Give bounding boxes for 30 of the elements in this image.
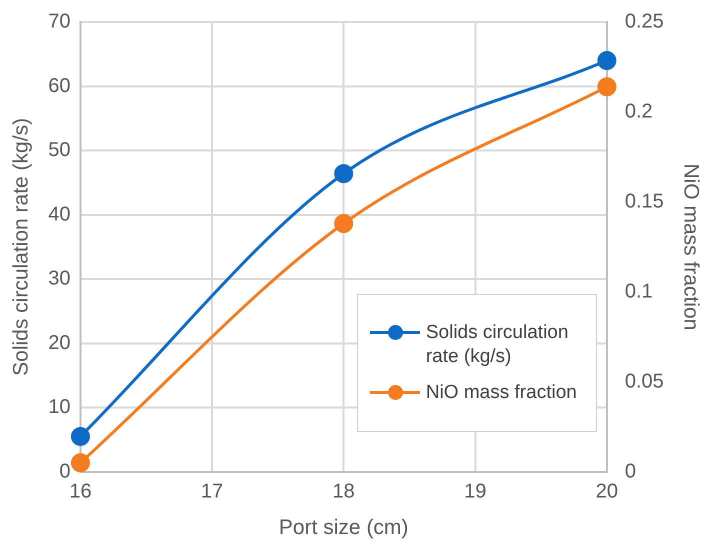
x-axis-title: Port size (cm) (278, 516, 408, 540)
point (70, 426, 90, 446)
y2-tick-label: 0.05 (624, 370, 664, 392)
point (70, 453, 90, 472)
point (597, 77, 616, 96)
x-tick-label: 16 (69, 480, 92, 502)
y2-tick-label: 0 (624, 460, 636, 482)
y-axis-title: Solids circulation rate (kg/s) (9, 118, 32, 376)
legend-label: NiO mass fraction (426, 380, 577, 405)
y-tick-label: 40 (48, 203, 70, 226)
x-tick-label: 18 (332, 480, 355, 502)
x-tick-label: 20 (596, 480, 618, 502)
legend-label: Solids circulation rate (kg/s) (426, 320, 570, 369)
y-tick-label: 0 (59, 460, 70, 482)
y-tick-label: 30 (48, 268, 70, 290)
y2-axis-title: NiO mass fraction (680, 163, 703, 330)
y-tick-label: 20 (48, 332, 70, 354)
y2-tick-label: 0.15 (624, 190, 664, 212)
x-tick-label: 19 (464, 480, 486, 502)
point (597, 51, 616, 70)
y-tick-label: 70 (48, 10, 70, 33)
y2-tick-label: 0.2 (624, 100, 653, 122)
y-tick-label: 50 (48, 139, 70, 162)
y2-tick-label: 0.1 (624, 280, 653, 302)
x-tick-label: 17 (200, 480, 224, 502)
y2-tick-label: 0.25 (624, 10, 664, 33)
point (334, 164, 354, 184)
y-tick-label: 10 (48, 396, 70, 418)
y-tick-label: 60 (48, 74, 70, 97)
point (334, 214, 354, 234)
